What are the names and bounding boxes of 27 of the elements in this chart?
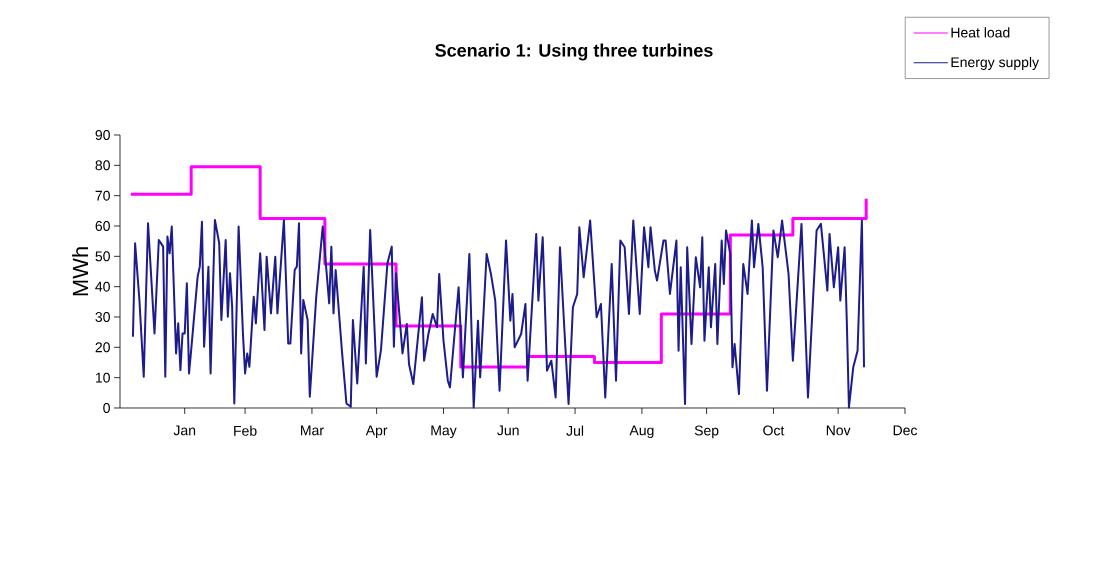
x-tick-label: Feb (234, 425, 257, 436)
x-tick-label: Sep (694, 425, 719, 439)
legend-label: Heat load (951, 27, 1010, 38)
x-tick-label: Dec (893, 425, 918, 436)
x-tick-label: Jul (566, 425, 584, 436)
line-series (131, 218, 866, 409)
x-tick-label: Apr (365, 425, 388, 439)
x-tick-label: Mar (301, 425, 324, 436)
y-tick-label: 70 (95, 190, 110, 201)
x-tick-label: Oct (763, 425, 785, 436)
y-tick-label: 0 (103, 403, 110, 413)
y-tick-label: 60 (95, 221, 110, 231)
y-tick-label: 10 (95, 372, 110, 383)
y-tick-label: 90 (95, 130, 110, 140)
x-tick-label: Jun (497, 425, 519, 436)
x-tick-label: Nov (826, 425, 851, 436)
y-tick-label: 40 (95, 281, 110, 292)
x-tick-label: Jan (173, 425, 196, 436)
chart-title: Scenario 1: Using three turbines (435, 43, 713, 61)
y-tick-label: 30 (95, 312, 110, 322)
x-tick-label: Aug (629, 425, 654, 439)
y-tick-label: 50 (95, 251, 110, 262)
y-tick-label: 20 (95, 342, 110, 353)
x-tick-label: May (431, 425, 457, 439)
y-tick-label: 80 (95, 160, 110, 171)
legend-label: Energy supply (951, 56, 1040, 70)
y-axis-title: MWh (72, 247, 89, 296)
